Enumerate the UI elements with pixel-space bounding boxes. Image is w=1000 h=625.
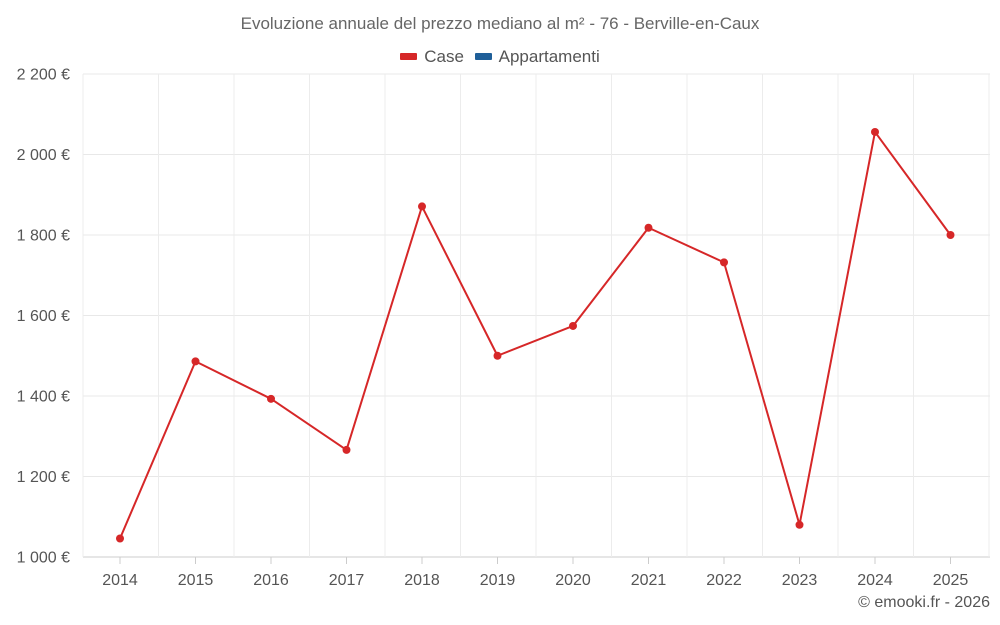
x-tick-label: 2020 (555, 572, 591, 589)
legend-swatch-appartamenti (474, 53, 492, 60)
data-point (191, 357, 200, 366)
x-tick-label: 2014 (102, 572, 138, 589)
data-point (418, 202, 426, 211)
data-point (267, 394, 275, 403)
chart-title: Evoluzione annuale del prezzo mediano al… (240, 14, 760, 33)
data-point (342, 445, 351, 454)
data-point (569, 321, 577, 330)
y-tick-label: 2 200 € (17, 67, 70, 84)
series-line-case (119, 130, 952, 539)
data-point (946, 231, 955, 239)
credit-text: © emooki.fr - 2026 (858, 594, 990, 611)
y-axis: 1 000 € 1 200 € 1 400 € 1 600 € 1 800 € 2 000… (17, 67, 70, 567)
data-point (871, 127, 879, 136)
y-tick-label: 1 800 € (17, 228, 70, 245)
x-tick-label: 2023 (782, 572, 818, 589)
series-layer (116, 127, 955, 543)
x-tick-label: 2019 (480, 572, 516, 589)
legend-label-case: Case (424, 46, 464, 66)
x-tick-label: 2017 (329, 572, 365, 589)
legend-item-case[interactable]: Case (400, 47, 464, 67)
legend-swatch-case (400, 53, 418, 60)
x-axis: 2014 2015 2016 2017 2018 2019 2020 2021 2022 2023… (102, 557, 968, 589)
data-point (795, 520, 804, 529)
x-tick-label: 2015 (178, 572, 214, 589)
y-tick-label: 1 200 € (17, 469, 70, 486)
data-point (493, 351, 502, 360)
legend-label-appartamenti: Appartamenti (498, 46, 600, 66)
chart-legend: Case Appartamenti (0, 45, 1000, 67)
x-tick-label: 2022 (706, 572, 742, 589)
x-tick-label: 2018 (404, 572, 440, 589)
y-tick-label: 2 000 € (17, 147, 70, 164)
y-tick-label: 1 400 € (17, 389, 70, 406)
x-tick-label: 2025 (933, 572, 969, 589)
y-tick-label: 1 000 € (17, 550, 70, 567)
x-tick-label: 2016 (253, 572, 289, 589)
legend-item-appartamenti[interactable]: Appartamenti (474, 46, 600, 67)
grid-lines (82, 73, 990, 558)
x-tick-label: 2021 (631, 572, 667, 589)
data-point (644, 223, 653, 232)
x-tick-label: 2024 (857, 572, 893, 589)
data-point (116, 534, 124, 543)
data-point (720, 258, 728, 267)
y-tick-label: 1 600 € (17, 308, 70, 325)
